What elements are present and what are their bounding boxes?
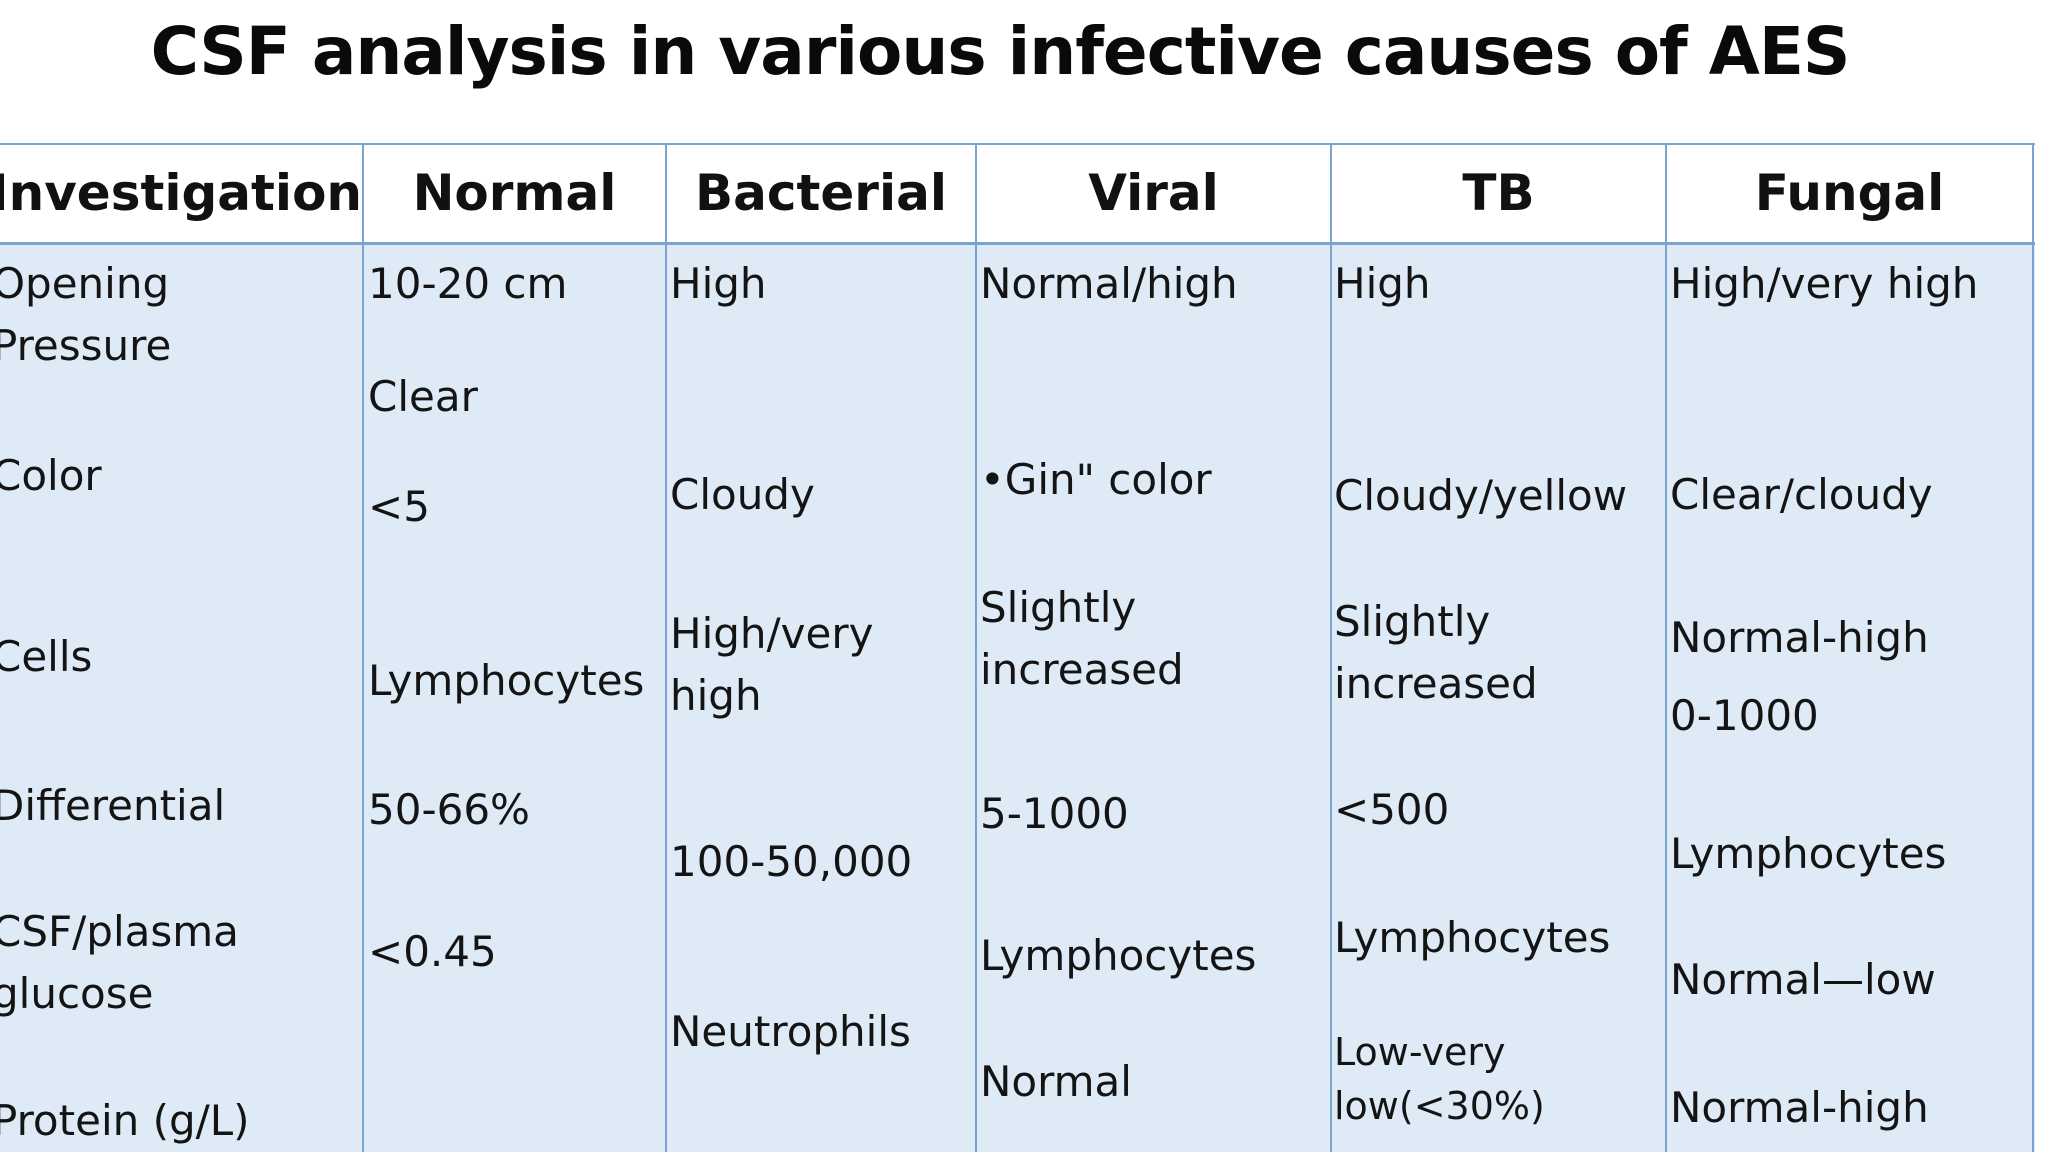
investigation-protein: Protein (g/L) [0, 1096, 250, 1145]
investigation-pressure: Pressure [0, 321, 172, 370]
csf-table: Investigation Normal Bacterial Viral TB … [0, 143, 2035, 1152]
bacterial-color: Cloudy [670, 470, 815, 519]
bacterial-differential: Neutrophils [670, 1007, 911, 1056]
normal-pressure: 10-20 cm [368, 259, 568, 308]
header-investigation: Investigation [0, 164, 363, 222]
column-divider [1330, 143, 1332, 1152]
normal-cells: <5 [368, 482, 430, 531]
investigation-differential: Differential [0, 781, 226, 830]
column-divider [665, 143, 667, 1152]
investigation-color: Color [0, 451, 102, 500]
tb-pressure: High [1334, 259, 1431, 308]
viral-cells-1: Slightly [980, 583, 1137, 632]
fungal-color: Clear/cloudy [1670, 470, 1933, 519]
viral-glucose: Normal [980, 1057, 1132, 1106]
tb-cells-1: Slightly [1334, 597, 1491, 646]
tb-glucose-2: low(<30%) [1334, 1084, 1545, 1128]
viral-pressure: Normal/high [980, 259, 1238, 308]
column-divider [1665, 143, 1667, 1152]
header-fungal: Fungal [1754, 164, 1945, 222]
investigation-opening: Opening [0, 259, 170, 308]
header-viral: Viral [1088, 164, 1219, 222]
bacterial-pressure: High [670, 259, 767, 308]
bacterial-cells-1: High/very [670, 609, 874, 658]
investigation-cells: Cells [0, 632, 93, 681]
tb-cells-2: increased [1334, 659, 1538, 708]
viral-count: 5-1000 [980, 789, 1129, 838]
viral-cells-2: increased [980, 645, 1184, 694]
viral-differential: Lymphocytes [980, 931, 1257, 980]
investigation-glucose-1: CSF/plasma [0, 907, 239, 956]
table-header-row [0, 143, 2035, 245]
table-body [0, 245, 2035, 1152]
fungal-cells: Normal-high [1670, 613, 1929, 662]
header-normal: Normal [412, 164, 617, 222]
tb-glucose-1: Low-very [1334, 1030, 1506, 1074]
normal-differential: Lymphocytes [368, 656, 645, 705]
fungal-differential: Lymphocytes [1670, 829, 1947, 878]
tb-count: <500 [1334, 785, 1450, 834]
bacterial-count: 100-50,000 [670, 837, 913, 886]
column-divider [362, 143, 364, 1152]
normal-color: Clear [368, 372, 478, 421]
column-divider [2032, 143, 2034, 1152]
header-bacterial: Bacterial [695, 164, 947, 222]
tb-color: Cloudy/yellow [1334, 471, 1628, 520]
column-divider [975, 143, 977, 1152]
tb-differential: Lymphocytes [1334, 913, 1611, 962]
fungal-pressure: High/very high [1670, 259, 1979, 308]
slide-title: CSF analysis in various infective causes… [150, 13, 1851, 90]
normal-glucose: <0.45 [368, 927, 497, 976]
normal-differential-pct: 50-66% [368, 785, 530, 834]
viral-color: •Gin" color [980, 455, 1212, 504]
fungal-count: 0-1000 [1670, 691, 1819, 740]
fungal-glucose: Normal—low [1670, 955, 1936, 1004]
fungal-protein: Normal-high [1670, 1083, 1929, 1132]
bacterial-cells-2: high [670, 671, 762, 720]
investigation-glucose-2: glucose [0, 969, 154, 1018]
header-tb: TB [1462, 164, 1535, 222]
